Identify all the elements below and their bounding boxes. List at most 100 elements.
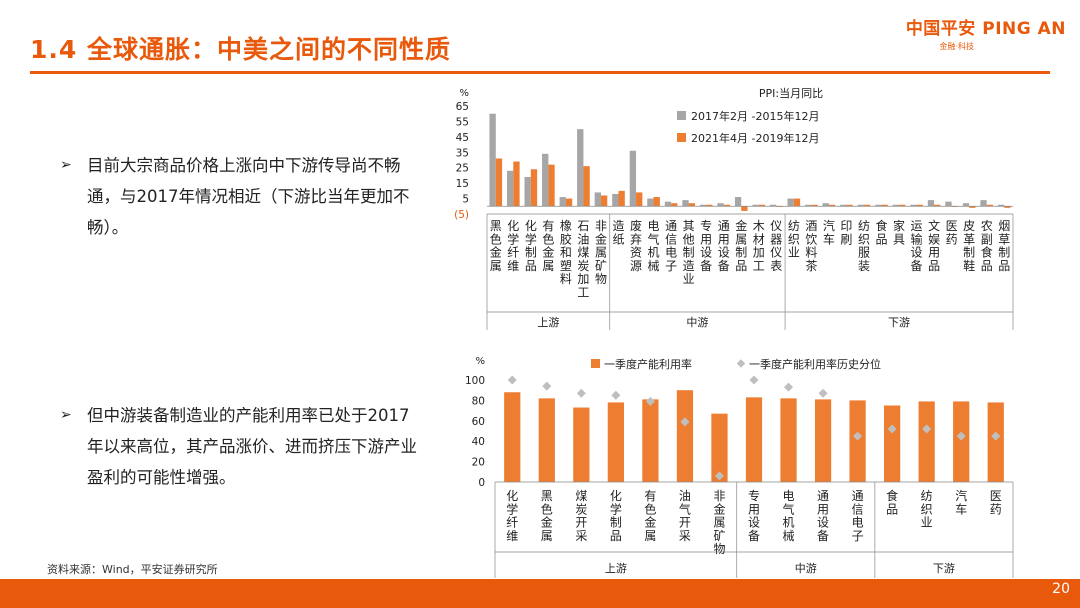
bar <box>787 198 794 207</box>
bullet-point: ➢ 但中游装备制造业的产能利用率已处于2017年以来高位，其产品涨价、进而挤压下… <box>60 400 422 493</box>
percentile-marker <box>611 390 621 400</box>
bar <box>997 204 1005 207</box>
bar <box>636 192 643 207</box>
percentile-marker <box>818 388 828 398</box>
bar <box>953 401 970 482</box>
chart-title: PPI:当月同比 <box>759 86 823 100</box>
percentile-marker <box>853 431 863 441</box>
legend-label: 2017年2月 -2015年12月 <box>691 109 819 123</box>
y-tick-label: 25 <box>456 163 469 175</box>
legend-marker <box>736 359 746 368</box>
bar <box>758 204 766 207</box>
group-label: 中游 <box>686 316 708 329</box>
y-tick-label: 0 <box>478 477 485 489</box>
bar <box>676 390 694 482</box>
y-tick-label: 55 <box>456 116 469 128</box>
category-label: 纺织业 <box>788 219 800 260</box>
bar <box>1004 206 1011 208</box>
bar <box>846 204 853 207</box>
bar <box>671 203 678 207</box>
category-label: 有色金属 <box>644 489 656 543</box>
category-label: 通信电子 <box>665 219 677 273</box>
bar <box>780 398 797 482</box>
bar <box>875 204 882 207</box>
bar <box>504 392 521 482</box>
group-label: 上游 <box>537 316 559 329</box>
bar <box>934 204 941 207</box>
category-label: 皮革制鞋 <box>963 219 975 273</box>
bar <box>542 153 549 207</box>
bar <box>513 161 520 207</box>
bar <box>805 204 812 207</box>
category-label: 专用设备 <box>700 218 712 273</box>
bar <box>495 158 503 207</box>
bullet-text: 但中游装备制造业的产能利用率已处于2017年以来高位，其产品涨价、进而挤压下游产… <box>87 406 417 487</box>
category-label: 通信电子 <box>852 489 864 543</box>
category-label: 其他制造业 <box>683 219 695 286</box>
category-label: 木材加工 <box>753 219 765 273</box>
category-label: 运输设备 <box>911 219 923 273</box>
bar <box>884 405 901 482</box>
footer-bar <box>0 579 1080 608</box>
percentile-marker <box>507 375 517 385</box>
bar <box>711 413 728 482</box>
company-logo: 中国平安 PING AN 金融·科技 <box>906 14 1066 52</box>
legend-swatch <box>591 359 600 368</box>
group-label: 下游 <box>888 316 910 329</box>
bar <box>849 400 866 482</box>
bar <box>741 206 748 211</box>
category-label: 文娱用品 <box>928 218 940 273</box>
bar <box>717 203 724 207</box>
category-label: 橡胶和塑料 <box>560 219 572 286</box>
bar <box>577 129 584 207</box>
logo-subtext: 金融·科技 <box>939 42 974 51</box>
category-label: 食品 <box>875 218 887 246</box>
category-label: 纺织服装 <box>858 219 870 273</box>
bar <box>489 113 496 207</box>
y-axis-unit: % <box>459 88 469 99</box>
bullet-point: ➢ 目前大宗商品价格上涨向中下游传导尚不畅通，与2017年情况相近（下游比当年更… <box>60 150 422 243</box>
bar <box>793 198 801 207</box>
bar <box>612 193 619 207</box>
bar <box>506 170 514 207</box>
bar <box>899 204 906 207</box>
bar <box>583 166 590 207</box>
percentile-marker <box>576 388 586 398</box>
category-label: 通用设备 <box>718 219 730 273</box>
bar <box>980 200 987 207</box>
percentile-marker <box>922 424 932 434</box>
bar <box>530 169 538 207</box>
category-label: 黑色金属 <box>541 489 553 543</box>
bar <box>918 401 935 482</box>
bar <box>840 204 847 207</box>
legend-label: 一季度产能利用率历史分位 <box>749 357 881 371</box>
percentile-marker <box>784 382 794 392</box>
y-tick-label: 65 <box>456 101 469 113</box>
category-label: 印刷 <box>840 219 852 246</box>
bar <box>642 399 659 482</box>
category-label: 化学制品 <box>525 219 537 273</box>
percentile-marker <box>645 396 655 406</box>
category-label: 纺织业 <box>921 489 933 530</box>
category-label: 农副食品 <box>981 219 993 273</box>
bullet-text: 目前大宗商品价格上涨向中下游传导尚不畅通，与2017年情况相近（下游比当年更加不… <box>87 156 410 237</box>
bar <box>706 204 713 207</box>
y-tick-label: 60 <box>472 416 485 428</box>
bar <box>927 200 935 207</box>
category-label: 酒饮料茶 <box>805 219 817 273</box>
percentile-marker <box>887 424 897 434</box>
category-label: 煤炭开采 <box>575 489 587 543</box>
y-tick-label: 35 <box>456 147 469 159</box>
page-number: 20 <box>1052 581 1070 597</box>
bar <box>863 204 871 207</box>
category-label: 油气开采 <box>679 489 691 543</box>
bar <box>734 197 742 207</box>
bullet-arrow-icon: ➢ <box>60 157 72 173</box>
percentile-marker <box>749 375 759 385</box>
bar <box>986 204 994 207</box>
bar <box>538 398 555 482</box>
y-tick-label: 45 <box>456 132 469 144</box>
bar <box>565 198 573 207</box>
source-note: 资料来源：Wind，平安证券研究所 <box>47 563 218 576</box>
category-label: 废弃资源 <box>630 218 642 273</box>
